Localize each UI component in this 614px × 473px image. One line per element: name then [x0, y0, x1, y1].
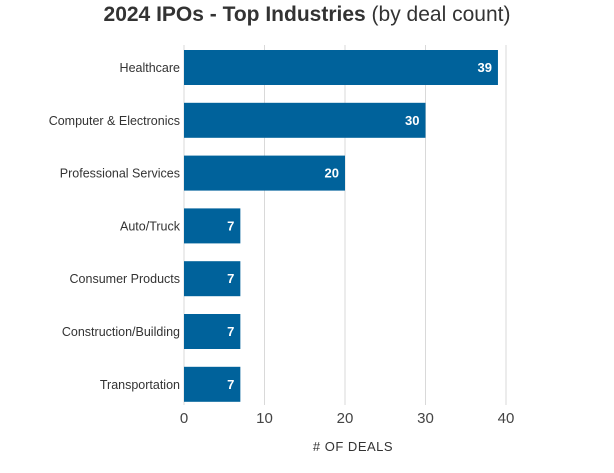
bar: [184, 102, 426, 138]
bar: [184, 261, 241, 297]
x-tick-label: 20: [337, 410, 354, 427]
bar-value-label: 7: [227, 324, 234, 339]
bar: [184, 155, 345, 191]
chart-title-main: 2024 IPOs - Top Industries: [103, 3, 366, 26]
x-tick-label: 0: [180, 410, 188, 427]
category-label: Construction/Building: [62, 325, 180, 339]
x-axis-title: # OF DEALS: [313, 439, 393, 454]
bar: [184, 366, 241, 402]
category-label: Professional Services: [60, 167, 180, 181]
category-label: Computer & Electronics: [49, 114, 180, 128]
bar-value-label: 39: [477, 60, 491, 75]
bar-value-label: 7: [227, 271, 234, 286]
bar-value-label: 7: [227, 377, 234, 392]
category-label: Consumer Products: [70, 272, 180, 286]
bar: [184, 314, 241, 349]
x-tick-label: 30: [417, 410, 434, 427]
x-tick-label: 10: [256, 410, 273, 427]
bar-value-label: 20: [325, 166, 339, 181]
bar-value-label: 30: [405, 113, 419, 128]
category-label: Healthcare: [120, 61, 180, 75]
bar: [184, 50, 498, 85]
category-label: Transportation: [100, 378, 180, 392]
bar-value-label: 7: [227, 218, 234, 233]
category-label: Auto/Truck: [120, 219, 181, 233]
chart-title-subtitle: (by deal count): [371, 3, 511, 26]
bar: [184, 208, 241, 244]
labels: 0 10 20 30 40 Healthcare 39 Computer & Electron…: [49, 60, 515, 427]
x-tick-label: 40: [498, 410, 515, 427]
chart-title: 2024 IPOs - Top Industries (by deal coun…: [0, 3, 614, 27]
bars: [184, 50, 498, 402]
